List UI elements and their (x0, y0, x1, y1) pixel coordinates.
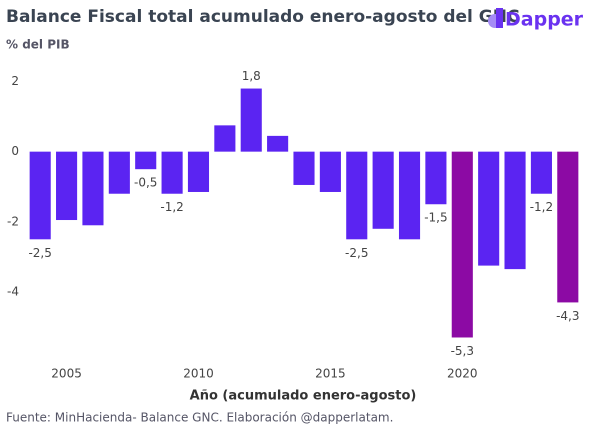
value-label: -5,3 (451, 344, 474, 358)
y-tick-label: 2 (11, 74, 19, 88)
bar (82, 151, 104, 226)
brand-name: Dapper (505, 9, 584, 31)
x-tick-label: 2010 (183, 367, 214, 381)
x-axis-label: Año (acumulado enero-agosto) (190, 389, 417, 404)
value-label: 1,8 (242, 69, 261, 83)
value-label: -4,3 (556, 309, 579, 323)
value-label: -1,2 (530, 200, 553, 214)
bar (293, 151, 315, 185)
bar (240, 88, 262, 152)
bar (29, 151, 51, 240)
value-label: -1,5 (424, 211, 447, 225)
bar (187, 151, 210, 192)
chart-subtitle: % del PIB (6, 38, 70, 52)
bar (557, 151, 579, 303)
chart-title: Balance Fiscal total acumulado enero-ago… (6, 7, 519, 27)
bar (530, 151, 552, 194)
y-tick-label: -4 (7, 284, 19, 298)
bar (346, 151, 368, 240)
bar (214, 125, 236, 152)
x-tick-label: 2020 (447, 367, 478, 381)
brand-logo: Dapper (488, 8, 584, 31)
bar (425, 151, 447, 205)
value-label: -2,5 (28, 246, 51, 260)
value-label: -2,5 (345, 246, 368, 260)
bar (451, 151, 473, 338)
bar (135, 151, 157, 170)
bar (398, 151, 421, 240)
source-note: Fuente: MinHacienda- Balance GNC. Elabor… (6, 411, 393, 425)
bar (56, 151, 78, 221)
logo-icon (496, 8, 503, 28)
bar (372, 151, 394, 229)
y-tick-label: 0 (11, 144, 19, 158)
bar (108, 151, 130, 194)
bar (478, 151, 500, 266)
value-label: -1,2 (160, 200, 183, 214)
bar (161, 151, 183, 194)
bar (319, 151, 341, 192)
bar (267, 135, 289, 152)
bar (504, 151, 526, 270)
y-tick-label: -2 (7, 214, 19, 228)
value-label: -0,5 (134, 176, 157, 190)
x-tick-label: 2005 (51, 367, 82, 381)
x-tick-label: 2015 (315, 367, 346, 381)
